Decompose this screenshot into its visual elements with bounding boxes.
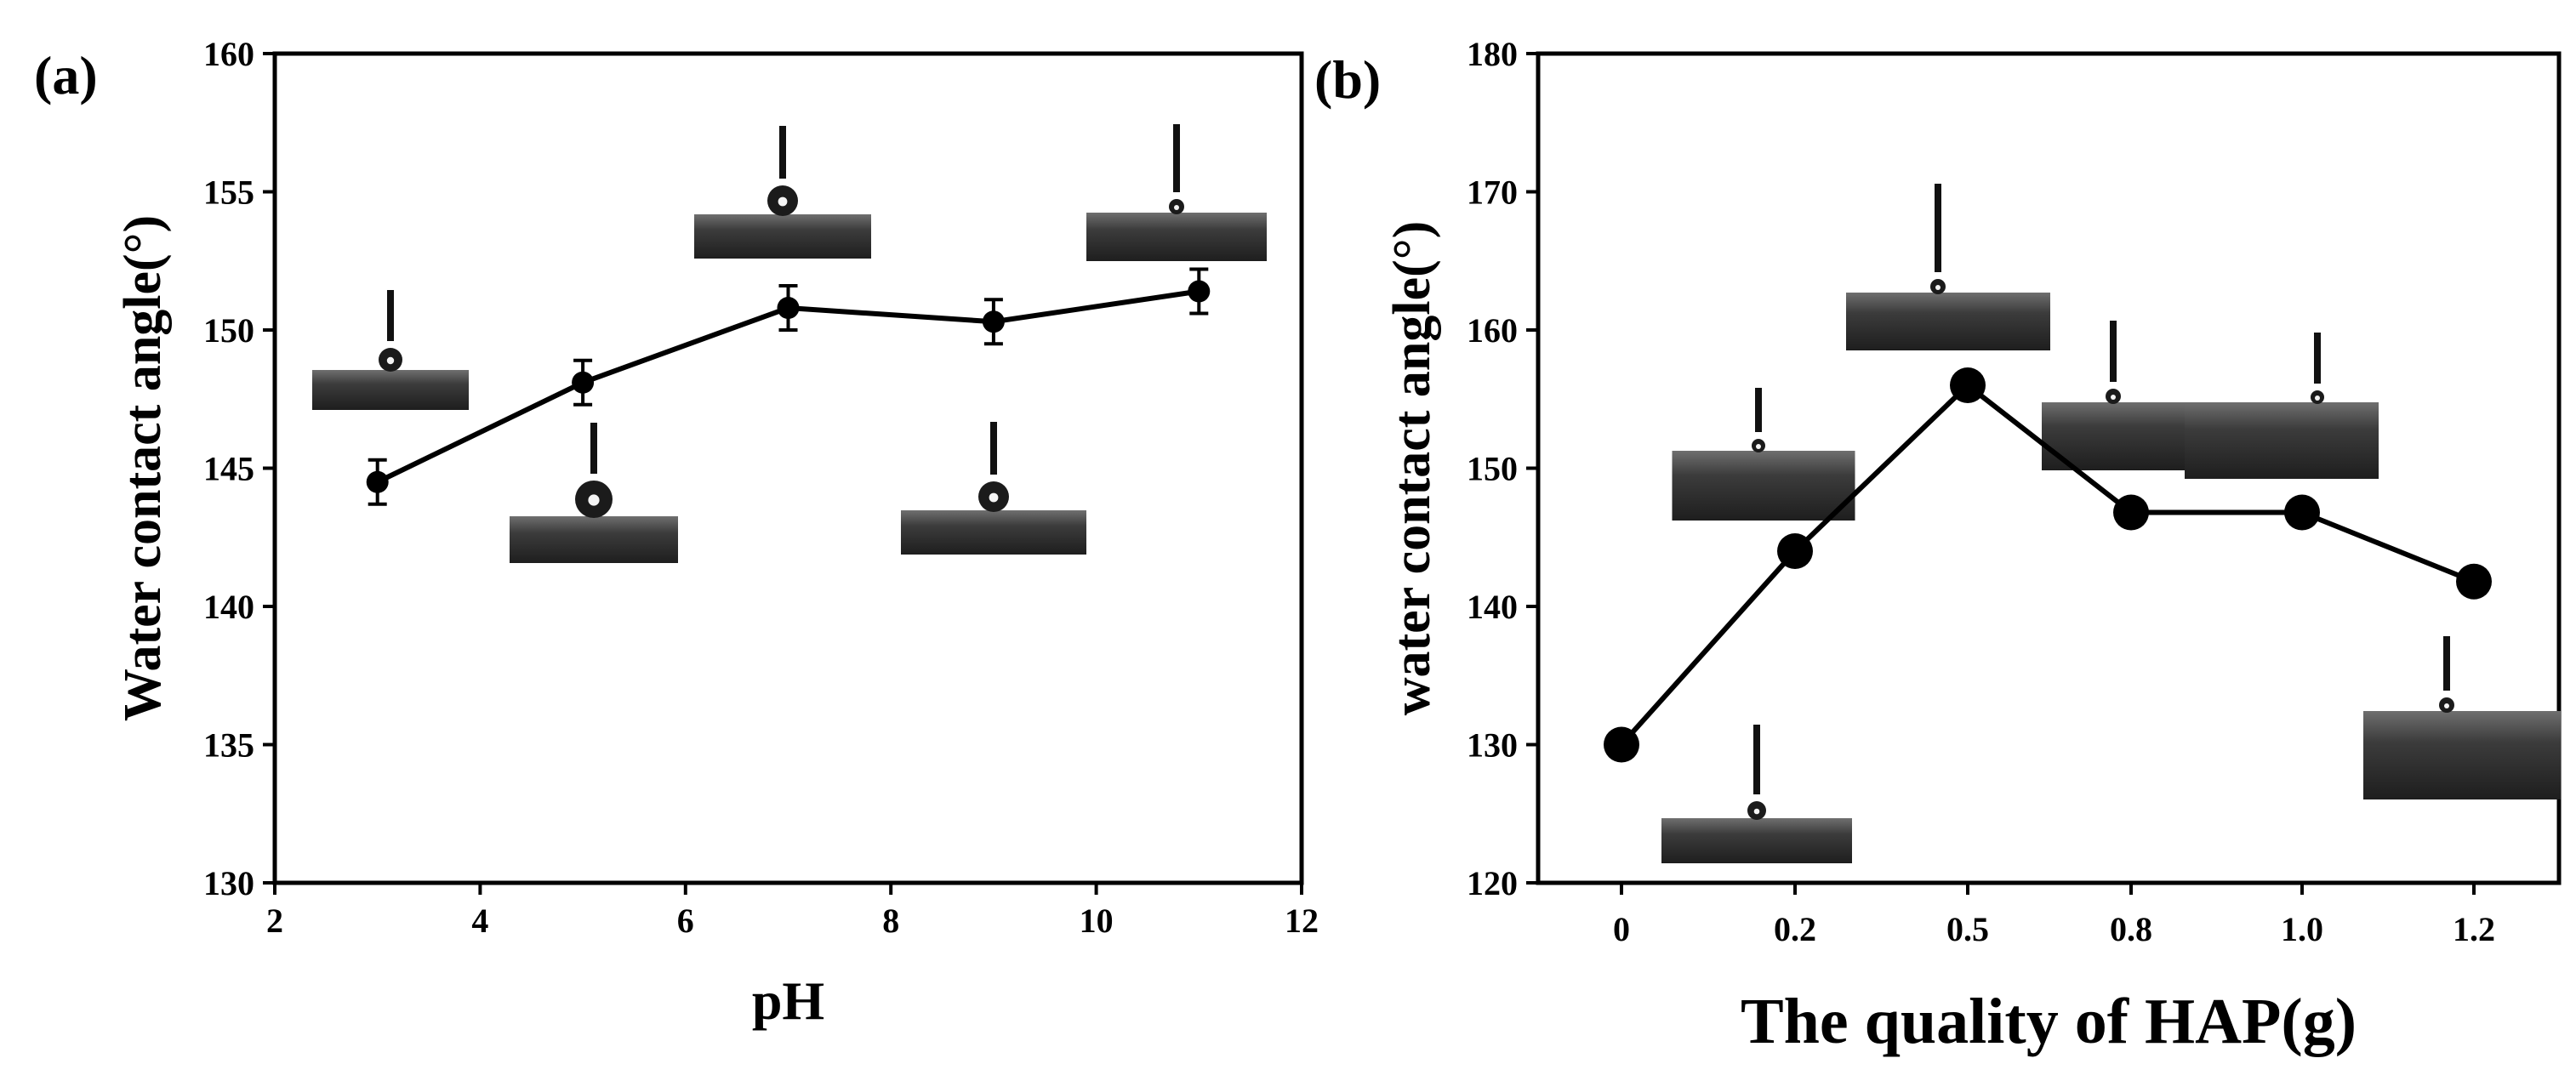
inset-a-ph11-drop-highlight [1174, 205, 1179, 210]
x-tick-label-a: 10 [1080, 902, 1114, 940]
panel-label-a: (a) [34, 45, 98, 105]
x-tick-label-a: 4 [471, 902, 488, 940]
x-tick-label-b: 0.2 [1774, 910, 1816, 948]
y-tick-label-a: 130 [203, 864, 254, 902]
x-tick-label-b: 0.5 [1946, 910, 1989, 948]
y-tick-label-a: 140 [203, 588, 254, 626]
chart-a-ph: 2 4 6 8 10 12 130 135 140 145 150 155 160 pH Water con… [34, 35, 1319, 1031]
inset-a-ph3 [312, 290, 469, 410]
inset-b-10-substrate [2185, 402, 2379, 479]
y-axis-title-b: water contact angle(°) [1383, 221, 1441, 715]
x-tick-label-a: 12 [1285, 902, 1319, 940]
y-tick-label-a: 160 [203, 35, 254, 73]
x-tick-label-b: 0.8 [2110, 910, 2152, 948]
series-line-b [1619, 382, 2476, 747]
x-tick-label-a: 6 [677, 902, 694, 940]
inset-b-0 [1672, 388, 1855, 521]
y-tick-label-b: 130 [1467, 726, 1518, 765]
data-point-b [1604, 726, 1639, 763]
inset-a-ph3-substrate [312, 370, 469, 410]
inset-b-02-substrate [1661, 818, 1852, 863]
inset-a-ph9 [901, 422, 1086, 555]
inset-b-02-drop-highlight [1753, 808, 1760, 815]
data-point-b [2456, 563, 2492, 600]
inset-b-0-drop-highlight [1756, 444, 1761, 449]
inset-a-ph5-substrate [510, 516, 678, 563]
y-tick-label-b: 180 [1467, 35, 1518, 73]
inset-b-10 [2185, 333, 2379, 479]
y-tick-label-a: 135 [203, 726, 254, 765]
inset-a-ph7-substrate [694, 214, 871, 259]
inset-b-0-substrate [1672, 451, 1855, 521]
inset-a-ph9-substrate [901, 510, 1086, 555]
data-point-a [777, 297, 800, 319]
inset-b-12-substrate [2363, 711, 2561, 799]
inset-b-05-drop-highlight [1935, 285, 1941, 290]
y-tick-label-b: 120 [1467, 864, 1518, 902]
inset-a-ph7-drop-highlight [778, 196, 788, 207]
inset-b-02 [1661, 725, 1852, 863]
x-tick-label-b: 1.0 [2281, 910, 2323, 948]
x-tick-label-a: 8 [882, 902, 899, 940]
y-tick-label-a: 145 [203, 450, 254, 488]
y-tick-label-b: 170 [1467, 174, 1518, 212]
x-tick-label-a: 2 [266, 902, 283, 940]
data-point-b [1950, 367, 1986, 403]
data-point-b [2284, 494, 2320, 531]
inset-b-12-drop-highlight [2444, 703, 2449, 708]
data-point-a [572, 371, 595, 394]
inset-b-12 [2363, 636, 2561, 799]
data-point-a [1188, 280, 1211, 303]
inset-a-ph7 [694, 126, 871, 259]
inset-a-ph11-substrate [1086, 213, 1267, 261]
panel-label-b: (b) [1314, 49, 1381, 110]
y-axis-title-a: Water contact angle(°) [114, 215, 172, 721]
data-point-a [982, 310, 1005, 333]
y-tick-label-b: 140 [1467, 588, 1518, 626]
chart-b-hap: 0 0.2 0.5 0.8 1.0 1.2 120 130 140 150 160 170 180 The… [1314, 35, 2562, 1057]
x-axis-title-a: pH [752, 970, 824, 1031]
x-tick-label-b: 1.2 [2453, 910, 2495, 948]
inset-b-05 [1846, 184, 2050, 350]
y-tick-label-b: 160 [1467, 311, 1518, 350]
inset-b-10-drop-highlight [2315, 395, 2320, 401]
x-axis-title-b: The quality of HAP(g) [1741, 986, 2357, 1057]
inset-a-ph3-drop-highlight [386, 356, 395, 365]
data-point-a [366, 470, 389, 493]
inset-a-ph5 [510, 423, 678, 563]
inset-a-ph11 [1086, 124, 1267, 261]
y-tick-label-a: 150 [203, 311, 254, 350]
inset-a-ph5-drop-highlight [588, 494, 600, 506]
inset-b-05-substrate [1846, 293, 2050, 350]
inset-a-ph9-drop-highlight [989, 492, 999, 503]
inset-b-08-drop-highlight [2111, 395, 2116, 400]
data-point-b [2113, 494, 2149, 531]
y-tick-label-a: 155 [203, 174, 254, 212]
plot-frame-a [272, 51, 1304, 885]
y-tick-label-b: 150 [1467, 450, 1518, 488]
x-tick-label-b: 0 [1613, 910, 1630, 948]
data-point-b [1777, 533, 1813, 569]
